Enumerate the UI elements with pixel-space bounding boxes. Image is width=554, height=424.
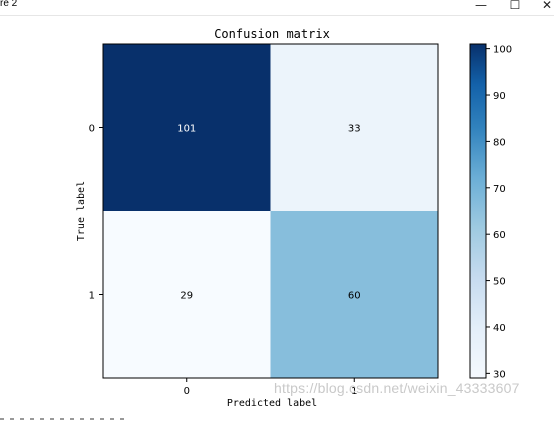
colorbar-tick-label: 50 [493, 277, 506, 288]
heatmap-cells: 101 33 29 60 [103, 44, 438, 378]
y-tick-label: 1 [89, 291, 95, 302]
cell-value-label: 60 [348, 291, 361, 302]
window-titlebar: re 2 — ☐ ✕ [0, 0, 554, 14]
y-axis-label: True label [76, 181, 87, 241]
x-tick-label: 1 [351, 386, 357, 397]
colorbar [469, 43, 487, 379]
window-title: re 2 [0, 0, 18, 9]
cell-value-label: 101 [177, 124, 196, 135]
colorbar-tick-label: 100 [493, 45, 512, 56]
titlebar-divider [0, 15, 554, 16]
maximize-button[interactable]: ☐ [509, 0, 521, 12]
colorbar-tick-label: 70 [493, 184, 506, 195]
status-bar [0, 405, 200, 420]
colorbar-tick-label: 80 [493, 137, 506, 148]
close-button[interactable]: ✕ [541, 0, 553, 12]
colorbar-tick-label: 90 [493, 91, 506, 102]
y-tick-label: 0 [89, 124, 95, 135]
x-tick-label: 0 [184, 386, 190, 397]
colorbar-tick-label: 40 [493, 323, 506, 334]
heatmap-cell [103, 211, 271, 378]
heatmap-cell [270, 211, 438, 378]
plot-frame [102, 43, 439, 379]
heatmap-cell [103, 44, 271, 211]
minimize-button[interactable]: — [475, 0, 487, 12]
cell-value-label: 33 [348, 124, 361, 135]
colorbar-tick-label: 30 [493, 369, 506, 380]
colorbar-ticks: 30 40 50 60 70 80 90 100 [486, 45, 512, 380]
x-axis-label: Predicted label [227, 398, 317, 406]
colorbar-tick-label: 60 [493, 230, 506, 241]
watermark-text: https://blog.csdn.net/weixin_43333607 [274, 380, 520, 396]
y-axis-ticks: 01 [89, 124, 103, 302]
heatmap-cell [270, 44, 438, 211]
chart-title: Confusion matrix [214, 27, 330, 41]
cell-value-label: 29 [180, 291, 193, 302]
